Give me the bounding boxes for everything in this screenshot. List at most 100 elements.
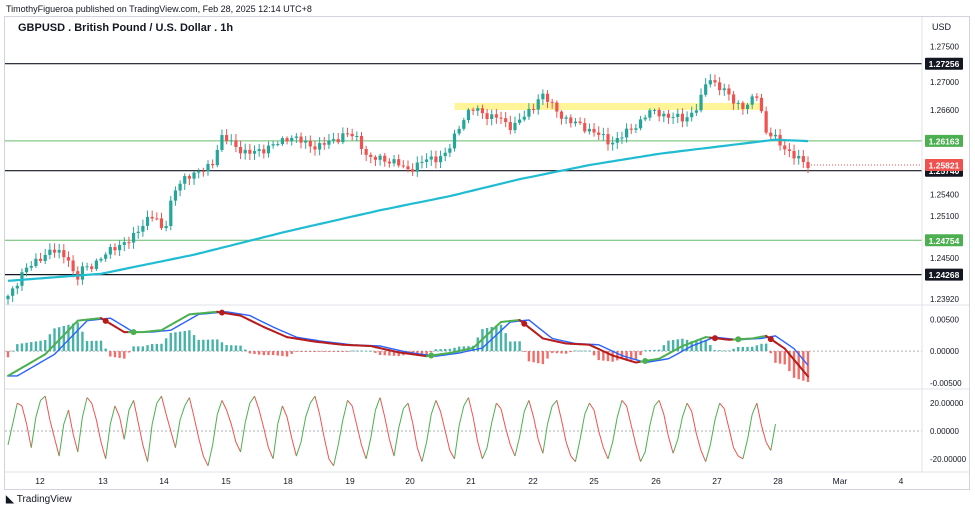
candle-body	[122, 242, 126, 245]
candle-body	[118, 244, 122, 251]
candle-body	[52, 249, 57, 253]
histogram-bar	[230, 345, 233, 352]
histogram-bar	[760, 343, 763, 352]
momentum-line-segment	[495, 320, 503, 328]
oscillator-line-segment	[756, 403, 762, 426]
histogram-bar	[453, 347, 456, 352]
y-tick-label: -0.00500	[930, 379, 962, 388]
candle-body	[429, 156, 433, 160]
candle-body	[299, 136, 303, 143]
candle-body	[94, 260, 98, 270]
histogram-bar	[704, 339, 707, 352]
oscillator-line-segment	[551, 400, 558, 407]
histogram-bar	[425, 351, 428, 356]
oscillator-line-segment	[500, 408, 507, 429]
histogram-bar	[485, 328, 489, 352]
oscillator-line-segment	[40, 395, 46, 401]
candle-body	[564, 117, 568, 119]
histogram-bar	[248, 351, 252, 354]
candle-body	[727, 88, 731, 95]
x-tick-label: 13	[98, 476, 108, 486]
x-tick-label: 14	[159, 476, 169, 486]
oscillator-line-segment	[179, 405, 186, 421]
oscillator-line-segment	[123, 410, 130, 440]
candle-body	[225, 135, 229, 142]
candle-body	[764, 111, 768, 133]
oscillator-line-segment	[649, 405, 655, 426]
histogram-bar	[20, 343, 24, 352]
oscillator-line-segment	[142, 444, 149, 462]
oscillator-line-segment	[370, 410, 376, 439]
oscillator-line-segment	[621, 400, 627, 407]
histogram-bar	[276, 351, 279, 356]
candle-body	[266, 145, 271, 154]
candle-body	[769, 132, 773, 137]
last-price-label-bg	[925, 158, 963, 171]
histogram-bar	[727, 350, 731, 352]
oscillator-line-segment	[77, 417, 83, 452]
oscillator-line-segment	[374, 397, 381, 411]
histogram-bar	[546, 351, 549, 359]
oscillator-pane	[5, 395, 922, 467]
oscillator-line-segment	[523, 400, 530, 412]
moving-average-line	[7, 138, 809, 282]
oscillator-line-segment	[644, 425, 651, 452]
oscillator-line-segment	[258, 409, 265, 429]
candle-body	[104, 254, 108, 259]
oscillator-line-segment	[402, 402, 409, 410]
candle-body	[541, 93, 545, 100]
candle-body	[369, 154, 373, 157]
oscillator-line-segment	[156, 395, 162, 404]
chart-frame	[4, 16, 970, 490]
oscillator-line-segment	[114, 405, 121, 418]
candle-body	[411, 169, 415, 172]
histogram-bar	[192, 335, 196, 352]
histogram-bar	[392, 351, 396, 356]
tradingview-logo[interactable]: ◣ TradingView	[6, 494, 72, 505]
candle-body	[90, 266, 94, 270]
candle-body	[485, 113, 489, 120]
histogram-bar	[653, 349, 656, 352]
candle-body	[783, 145, 787, 150]
oscillator-line-segment	[35, 400, 42, 418]
oscillator-line-segment	[193, 416, 200, 439]
histogram-bar	[132, 346, 135, 352]
candle-body	[113, 247, 117, 251]
y-tick-label: 20.00000	[930, 399, 964, 408]
histogram-bar	[523, 351, 526, 352]
histogram-bar	[332, 351, 335, 352]
histogram-bar	[639, 351, 642, 356]
candle-body	[545, 93, 550, 102]
oscillator-line-segment	[333, 444, 339, 466]
crossover-dot	[428, 352, 435, 359]
histogram-bar	[741, 346, 745, 352]
candle-body	[243, 149, 247, 154]
oscillator-line-segment	[54, 437, 60, 457]
candle-body	[652, 109, 657, 111]
oscillator-line-segment	[761, 425, 767, 443]
y-tick-label: 1.23920	[930, 295, 959, 304]
oscillator-line-segment	[770, 423, 776, 451]
oscillator-line-segment	[67, 410, 74, 434]
candle-body	[685, 117, 689, 122]
chart-title[interactable]: GBPUSD . British Pound / U.S. Dollar . 1…	[18, 22, 234, 34]
oscillator-line-segment	[658, 400, 665, 415]
histogram-bar	[304, 351, 307, 352]
histogram-bar	[234, 345, 238, 352]
histogram-bar	[141, 346, 145, 352]
oscillator-line-segment	[109, 405, 116, 425]
currency-label[interactable]: USD	[932, 22, 952, 32]
oscillator-line-segment	[212, 414, 218, 446]
candle-body	[518, 119, 522, 123]
candle-body	[29, 265, 33, 268]
momentum-line-segment	[48, 343, 56, 351]
candle-body	[522, 116, 526, 120]
oscillator-line-segment	[705, 444, 711, 462]
oscillator-line-segment	[235, 441, 242, 453]
candle-body	[699, 94, 703, 111]
oscillator-line-segment	[737, 455, 744, 460]
histogram-bar	[574, 350, 577, 352]
oscillator-line-segment	[691, 411, 697, 434]
candle-body	[38, 258, 43, 261]
